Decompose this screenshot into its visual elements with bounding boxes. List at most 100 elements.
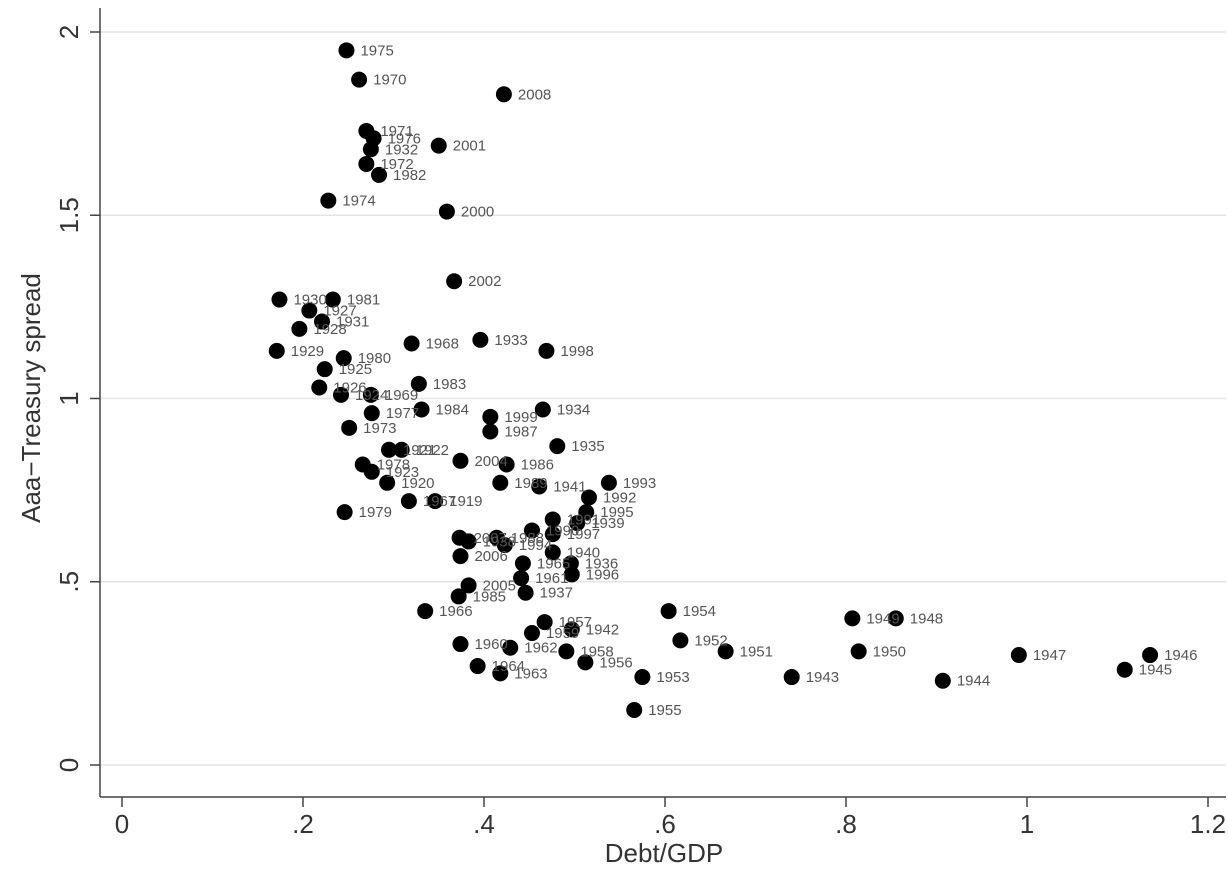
point-label-1920: 1920 xyxy=(401,475,434,492)
data-point-1961 xyxy=(513,570,530,587)
point-label-1984: 1984 xyxy=(436,401,469,418)
point-label-1945: 1945 xyxy=(1139,662,1172,679)
data-point-1982 xyxy=(371,166,388,183)
data-point-1939 xyxy=(569,515,586,532)
point-label-1923: 1923 xyxy=(386,464,419,481)
data-point-2001 xyxy=(430,137,447,154)
data-point-1992 xyxy=(580,489,597,506)
data-point-1943 xyxy=(783,669,800,686)
data-point-1953 xyxy=(634,669,651,686)
point-label-1992: 1992 xyxy=(603,489,636,506)
data-point-1969 xyxy=(362,386,379,403)
data-point-1949 xyxy=(844,610,861,627)
data-point-1956 xyxy=(577,654,594,671)
data-point-1941 xyxy=(531,478,548,495)
data-point-1948 xyxy=(887,610,904,627)
point-label-1989: 1989 xyxy=(514,475,547,492)
data-point-1952 xyxy=(672,632,689,649)
point-label-1932: 1932 xyxy=(385,141,418,158)
point-label-1998: 1998 xyxy=(560,343,593,360)
point-label-1961: 1961 xyxy=(535,570,568,587)
point-label-1954: 1954 xyxy=(683,603,716,620)
data-point-1947 xyxy=(1010,647,1027,664)
point-label-1927: 1927 xyxy=(323,303,356,320)
data-point-1998 xyxy=(538,342,555,359)
data-point-1981 xyxy=(324,291,341,308)
data-point-1965 xyxy=(514,555,531,572)
data-point-1932 xyxy=(362,141,379,158)
data-point-1929 xyxy=(268,342,285,359)
data-point-2005 xyxy=(460,577,477,594)
axes xyxy=(99,8,1226,798)
data-point-1927 xyxy=(301,302,318,319)
data-point-1950 xyxy=(850,643,867,660)
data-point-1940 xyxy=(544,544,561,561)
point-label-1937: 1937 xyxy=(540,585,573,602)
point-label-1935: 1935 xyxy=(571,438,604,455)
point-label-1958: 1958 xyxy=(580,643,613,660)
data-point-1928 xyxy=(291,320,308,337)
x-tick-label: .4 xyxy=(473,809,495,839)
data-point-1986 xyxy=(498,456,515,473)
data-point-1997 xyxy=(544,526,561,543)
data-point-1999 xyxy=(482,408,499,425)
point-label-1919: 1919 xyxy=(449,493,482,510)
point-label-1994: 1994 xyxy=(519,537,552,554)
point-label-1947: 1947 xyxy=(1033,647,1066,664)
point-label-2007: 2007 xyxy=(474,530,507,547)
point-label-1986: 1986 xyxy=(521,456,554,473)
point-label-2004: 2004 xyxy=(474,453,507,470)
x-axis-title: Debt/GDP xyxy=(605,838,724,868)
point-label-1988: 1988 xyxy=(511,530,544,547)
data-point-1937 xyxy=(517,584,534,601)
point-label-1940: 1940 xyxy=(567,544,600,561)
data-point-1962 xyxy=(502,639,519,656)
point-label-1959: 1959 xyxy=(546,625,579,642)
x-tick-label: .6 xyxy=(654,809,676,839)
y-tick-label: 2 xyxy=(54,25,84,39)
data-point-1983 xyxy=(410,375,427,392)
x-tick-label: .8 xyxy=(835,809,857,839)
point-label-1924: 1924 xyxy=(355,387,388,404)
data-point-2000 xyxy=(438,203,455,220)
point-label-1976: 1976 xyxy=(388,130,421,147)
y-tick-label: .5 xyxy=(54,571,84,593)
point-label-1944: 1944 xyxy=(957,673,990,690)
point-label-1942: 1942 xyxy=(586,621,619,638)
data-point-1926 xyxy=(311,379,328,396)
point-label-1956: 1956 xyxy=(599,654,632,671)
data-point-1996 xyxy=(563,566,580,583)
data-point-1964 xyxy=(469,658,486,675)
data-point-1954 xyxy=(660,603,677,620)
point-label-1922: 1922 xyxy=(416,442,449,459)
point-label-2005: 2005 xyxy=(483,577,516,594)
data-point-1984 xyxy=(413,401,430,418)
data-point-1966 xyxy=(417,603,434,620)
point-label-1967: 1967 xyxy=(423,493,456,510)
point-label-1929: 1929 xyxy=(291,343,324,360)
point-label-1928: 1928 xyxy=(313,321,346,338)
point-label-1973: 1973 xyxy=(363,420,396,437)
data-point-1995 xyxy=(578,504,595,521)
point-label-1951: 1951 xyxy=(740,643,773,660)
point-label-1996: 1996 xyxy=(586,566,619,583)
data-point-1959 xyxy=(523,625,540,642)
data-point-2006 xyxy=(452,548,469,565)
point-label-1982: 1982 xyxy=(393,167,426,184)
point-label-1969: 1969 xyxy=(385,387,418,404)
data-point-1989 xyxy=(492,474,509,491)
point-label-1964: 1964 xyxy=(492,658,525,675)
data-point-1980 xyxy=(335,350,352,367)
point-label-1943: 1943 xyxy=(806,669,839,686)
point-label-1963: 1963 xyxy=(514,665,547,682)
data-point-1933 xyxy=(472,331,489,348)
data-point-1958 xyxy=(558,643,575,660)
point-label-1972: 1972 xyxy=(380,156,413,173)
data-point-1934 xyxy=(534,401,551,418)
point-label-1946: 1946 xyxy=(1164,647,1197,664)
data-point-1963 xyxy=(492,665,509,682)
data-point-1925 xyxy=(316,361,333,378)
data-point-1924 xyxy=(333,386,350,403)
